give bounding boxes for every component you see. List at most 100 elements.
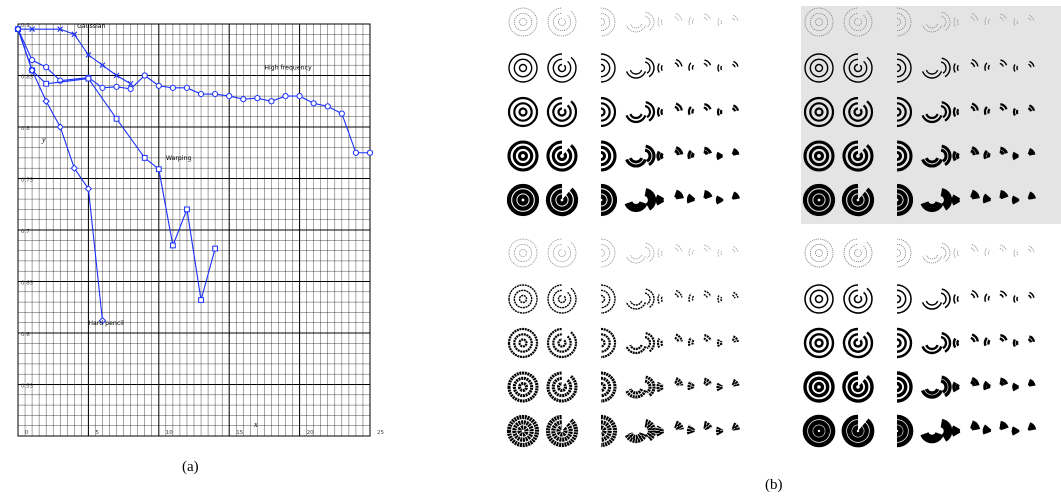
- image-grid-bottom-right: [802, 238, 1037, 448]
- ring-arc: [842, 140, 874, 172]
- ring-arc: [687, 106, 692, 116]
- ring-arc: [896, 371, 913, 403]
- data-point: [240, 96, 247, 103]
- image-grids-b: [506, 6, 1061, 448]
- ring-arc: [999, 424, 1006, 431]
- ring-arc: [545, 414, 579, 448]
- image-cell: [715, 191, 740, 205]
- ring-arc: [953, 248, 956, 258]
- data-point: [184, 206, 190, 213]
- ring-arc: [600, 58, 611, 78]
- ring-arc: [999, 62, 1004, 67]
- ring-arc: [600, 327, 617, 359]
- ring-arc: [970, 247, 975, 253]
- image-cell: [687, 334, 712, 347]
- ring-arc: [896, 183, 914, 217]
- ring-arc: [1029, 291, 1035, 299]
- x-tick-label: 10: [166, 430, 173, 436]
- ring-arc: [1012, 107, 1016, 117]
- ring-arc: [546, 140, 578, 172]
- ring-arc: [732, 294, 736, 299]
- ring-arc: [716, 151, 721, 161]
- ring-arc: [999, 146, 1008, 154]
- ring-arc: [626, 25, 646, 33]
- ring-arc: [1000, 103, 1008, 110]
- data-point: [254, 95, 261, 102]
- plot-frame: [17, 23, 371, 437]
- image-cell: [717, 60, 739, 72]
- ring-arc: [941, 375, 952, 398]
- ring-arc: [518, 294, 528, 304]
- data-point: [352, 149, 360, 156]
- ring-arc: [983, 106, 988, 116]
- ring-arc: [971, 420, 981, 431]
- image-cell: [982, 190, 1009, 204]
- ring-arc: [556, 381, 568, 393]
- image-cell: [546, 327, 578, 359]
- ring-arc: [955, 383, 960, 391]
- ring-arc: [921, 389, 943, 399]
- data-point: [57, 26, 64, 33]
- image-cell: [1011, 191, 1036, 205]
- data-point: [43, 80, 50, 87]
- ring-arc: [600, 12, 611, 32]
- image-cell: [1013, 246, 1035, 257]
- image-cell: [983, 333, 1008, 347]
- ring-arc: [986, 426, 992, 434]
- image-cell: [922, 242, 951, 264]
- ring-arc: [999, 190, 1009, 199]
- image-cell: [687, 103, 712, 116]
- ring-arc: [703, 106, 709, 111]
- ring-arc: [1029, 60, 1035, 67]
- ring-arc: [692, 249, 694, 255]
- ring-arc: [803, 327, 835, 359]
- data-point: [28, 56, 36, 64]
- ring-arc: [660, 339, 664, 347]
- ring-arc: [688, 62, 692, 71]
- ring-arc: [941, 242, 951, 262]
- ring-arc: [854, 18, 862, 26]
- ring-arc: [1012, 151, 1017, 161]
- ring-arc: [843, 53, 873, 83]
- ring-arc: [1027, 425, 1034, 431]
- ring-arc: [630, 254, 642, 260]
- image-cell: [843, 7, 873, 37]
- ring-arc: [690, 383, 695, 390]
- data-point: [169, 84, 176, 91]
- ring-arc: [628, 432, 644, 440]
- ring-arc: [969, 192, 977, 200]
- image-cell: [717, 291, 739, 303]
- ring-arc: [645, 11, 655, 31]
- ring-arc: [656, 337, 661, 349]
- ring-arc: [644, 379, 652, 394]
- ring-arc: [803, 371, 835, 403]
- ring-arc: [956, 108, 960, 116]
- data-point: [113, 83, 120, 90]
- ring-arc: [1015, 384, 1020, 390]
- image-cell: [804, 238, 834, 268]
- ring-arc: [508, 284, 538, 314]
- ring-arc: [896, 420, 908, 442]
- ring-arc: [940, 246, 947, 259]
- ring-arc: [630, 23, 642, 29]
- ring-arc: [813, 381, 825, 393]
- ring-arc: [999, 293, 1004, 298]
- ring-arc: [626, 256, 646, 264]
- ring-arc: [1016, 19, 1018, 25]
- image-cell: [951, 189, 980, 206]
- ring-arc: [674, 293, 680, 299]
- ring-arc: [896, 243, 907, 263]
- ring-arc: [655, 425, 662, 437]
- ring-arc: [547, 238, 577, 268]
- image-cell: [1012, 147, 1036, 161]
- ring-arc: [1014, 196, 1020, 204]
- x-axis-label: x: [253, 420, 258, 429]
- image-cell: [507, 371, 539, 403]
- ring-arc: [732, 248, 736, 253]
- ring-arc: [732, 17, 736, 22]
- ring-arc: [656, 381, 661, 393]
- ring-arc: [674, 247, 679, 253]
- ring-arc: [815, 18, 823, 26]
- ring-arc: [999, 193, 1006, 200]
- ring-arc: [625, 71, 647, 79]
